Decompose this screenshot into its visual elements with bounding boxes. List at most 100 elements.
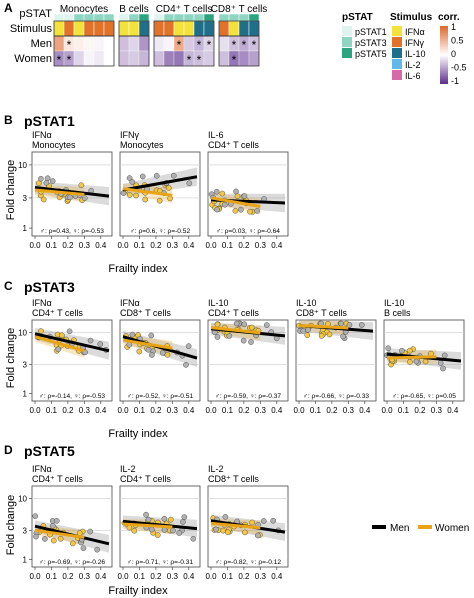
rho-annotation: ♂: ρ=-0.66, ♀: ρ=-0.33 (303, 393, 369, 400)
heatmap-star: * (197, 38, 202, 52)
men-point (55, 346, 62, 353)
heatmap-men-cell (103, 35, 115, 52)
panel-letter-c: C (4, 279, 13, 293)
legend-pstat-label: pSTAT1 (355, 27, 387, 37)
panel-title-c: pSTAT3 (24, 279, 75, 295)
heatmap-group-frame (153, 35, 215, 67)
heatmap-group-frame (118, 35, 150, 67)
heatmap-pstat-cell (238, 13, 250, 22)
x-tick-label: 0.1 (134, 572, 146, 581)
men-point (190, 535, 197, 542)
heatmap-pstat-cell (138, 13, 150, 22)
women-point (142, 196, 149, 203)
heatmap-pstat-cell (103, 13, 115, 22)
women-point (407, 359, 413, 365)
legend-corr-tick: -1 (451, 76, 459, 86)
ylabel-c: Fold change (5, 328, 17, 389)
men-point (358, 322, 365, 328)
men-point (129, 331, 136, 338)
men-point (80, 545, 87, 551)
panel-cells-label: CD4⁺ T cells (32, 474, 83, 484)
heatmap-group-title: CD4⁺ T cells (156, 4, 213, 15)
women-point (59, 332, 65, 339)
panel-cells-label: CD4⁺ T cells (208, 140, 259, 150)
heatmap-men-cell (128, 35, 140, 52)
panel-cells-label: Monocytes (120, 140, 164, 150)
men-point (87, 528, 94, 535)
legend-pstat-label: pSTAT3 (355, 38, 387, 48)
women-point (154, 532, 161, 538)
women-regression-line (122, 338, 173, 350)
men-point (176, 530, 183, 536)
x-tick-label: 0.3 (255, 406, 267, 415)
heatmap-star: * (177, 38, 182, 52)
heatmap-women-cell (153, 50, 165, 67)
heatmap-star: * (232, 53, 237, 67)
x-tick-label: 0.2 (238, 572, 250, 581)
x-tick-label: 0.4 (359, 406, 371, 415)
men-regression-line (34, 185, 110, 198)
women-point (164, 351, 171, 358)
panel-cells-label: CD8⁺ T cells (120, 308, 171, 318)
women-regression-line (34, 335, 85, 353)
heatmap-pstat-cell (248, 13, 260, 22)
heatmap-women-cell (248, 50, 260, 67)
rho-annotation: ♂: ρ=-0.59, ♀: ρ=-0.37 (215, 393, 281, 400)
legend-corr-bar (440, 26, 448, 84)
rho-background (121, 224, 199, 235)
x-tick-label: 0.1 (46, 572, 58, 581)
heatmap-star: * (252, 38, 257, 52)
heatmap-pstat-cell (73, 13, 85, 22)
x-tick-label: 0.2 (62, 241, 74, 250)
men-point (305, 327, 311, 333)
panel-cells-label: CD4⁺ T cells (120, 474, 171, 484)
y-tick-label: 1 (23, 555, 28, 564)
x-tick-label: 0.1 (310, 406, 322, 415)
rho-annotation: ♂: ρ=-0.82, ♀: ρ=-0.12 (215, 559, 281, 566)
heatmap-pstat-cell (193, 13, 205, 22)
rho-annotation: ♂: ρ=-0.65, ♀: ρ=0.05 (392, 393, 456, 400)
rho-background (33, 389, 111, 400)
heatmap-stimulus-cell (183, 20, 195, 37)
x-tick-label: 0.2 (150, 406, 162, 415)
y-tick-label: 3 (23, 526, 28, 535)
scatter-panel: IL-10B cells ♂: ρ=-0.65, ♀: ρ=0.05 0.0 0.1 0… (381, 298, 465, 415)
women-point (126, 192, 133, 198)
heatmap-star: * (187, 53, 192, 67)
x-tick-label: 0.3 (79, 406, 91, 415)
legend-pstat-swatch (342, 48, 352, 58)
legend-corr-title: corr. (438, 12, 460, 23)
heatmap-women-cell (93, 50, 105, 67)
rho-background (33, 555, 111, 566)
x-tick-label: 0.0 (293, 406, 305, 415)
panel-stimulus-label: IL-2 (208, 464, 224, 474)
men-regression-line (122, 175, 198, 192)
panel-letter-a: A (4, 1, 13, 15)
x-tick-label: 0.2 (150, 572, 162, 581)
men-point (233, 320, 240, 327)
heatmap-pstat-cell (183, 13, 195, 22)
women-point (220, 527, 226, 534)
x-tick-label: 0.1 (134, 241, 146, 250)
legend-stimulus-swatch (392, 48, 402, 58)
women-point (224, 529, 231, 535)
heatmap-pstat-cell (153, 13, 165, 22)
men-point (87, 337, 94, 344)
rho-annotation: ♂: ρ=-0.69, ♀: ρ=-0.26 (39, 559, 105, 566)
legend-stimulus-label: IL-2 (405, 60, 421, 70)
heatmap-stimulus-cell (193, 20, 205, 37)
heatmap-pstat-cell (83, 13, 95, 22)
rho-background (297, 389, 375, 400)
y-tick-label: 10 (18, 328, 27, 337)
women-point (234, 193, 241, 199)
heatmap-stimulus-cell (238, 20, 250, 37)
panel-cells-label: Monocytes (32, 140, 76, 150)
heatmap-women-cell (83, 50, 95, 67)
legend-pstat-label: pSTAT5 (355, 49, 387, 59)
men-point (97, 341, 104, 347)
x-tick-label: 0.1 (222, 406, 234, 415)
rho-background (121, 555, 199, 566)
